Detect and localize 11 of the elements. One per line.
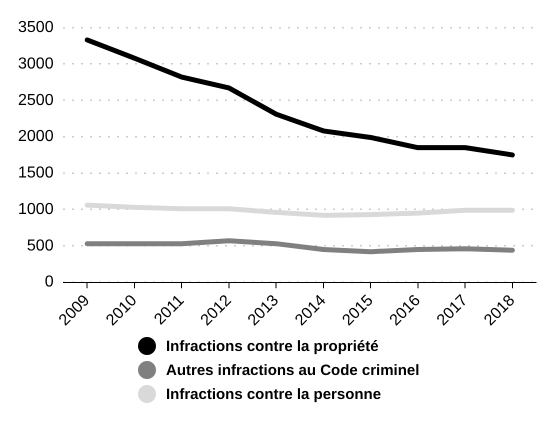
y-tick-label: 0 bbox=[44, 274, 54, 291]
y-tick-label: 2000 bbox=[18, 128, 54, 146]
y-tick-label: 1500 bbox=[18, 164, 54, 182]
y-tick-label: 500 bbox=[26, 237, 54, 254]
y-tick-label: 1000 bbox=[18, 200, 54, 218]
y-tick-label: 3500 bbox=[18, 19, 54, 36]
legend-label: Autres infractions au Code criminel bbox=[166, 362, 420, 378]
y-tick-label: 3000 bbox=[18, 55, 54, 72]
legend-label: Infractions contre la propriété bbox=[166, 338, 379, 354]
y-tick-label: 2500 bbox=[18, 92, 54, 109]
legend-label: Infractions contre la personne bbox=[166, 386, 382, 402]
